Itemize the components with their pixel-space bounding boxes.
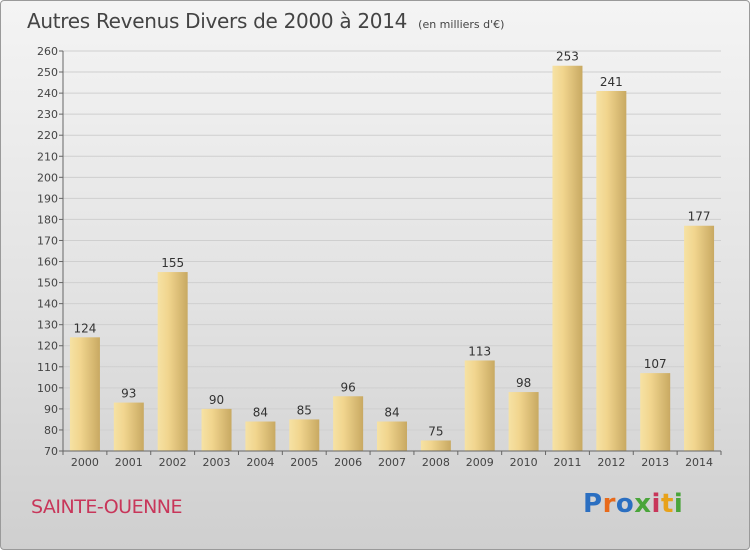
y-tick-label: 100 — [37, 382, 58, 395]
bar — [508, 392, 539, 451]
logo-letter: i — [673, 489, 684, 519]
y-tick-label: 70 — [44, 445, 58, 458]
x-tick-label: 2003 — [203, 456, 231, 469]
chart-title: Autres Revenus Divers de 2000 à 2014 — [27, 9, 408, 33]
bar-value-label: 84 — [384, 406, 399, 420]
logo-letter: o — [615, 489, 635, 519]
logo-letter: P — [583, 489, 603, 519]
bar-value-label: 241 — [600, 75, 623, 89]
bar-value-label: 124 — [73, 321, 96, 335]
y-tick-label: 220 — [37, 129, 58, 142]
y-tick-label: 180 — [37, 213, 58, 226]
bar — [420, 440, 451, 451]
bar-value-label: 253 — [556, 50, 579, 64]
x-tick-label: 2012 — [597, 456, 625, 469]
x-tick-label: 2009 — [466, 456, 494, 469]
bar — [245, 421, 276, 451]
y-tick-label: 240 — [37, 87, 58, 100]
bar-value-label: 90 — [209, 393, 224, 407]
logo-letter: r — [602, 489, 616, 519]
y-tick-label: 120 — [37, 340, 58, 353]
logo-letter: x — [634, 489, 652, 519]
x-axis: 2000 2001 2002 2003 2004 2005 2006 2007 2008 2009… — [62, 450, 722, 469]
y-axis: 70 80 90 100 110 120 130 140 150 160 170 180 190 200 2… — [37, 45, 64, 458]
logo-letter: t — [660, 489, 674, 519]
x-tick-label: 2006 — [334, 456, 362, 469]
bar-value-label: 177 — [688, 210, 711, 224]
y-tick-label: 110 — [37, 361, 58, 374]
chart-subtitle: (en milliers d'€) — [418, 18, 505, 31]
chart-header: Autres Revenus Divers de 2000 à 2014 (en… — [27, 9, 504, 33]
x-tick-label: 2005 — [290, 456, 318, 469]
y-tick-label: 150 — [37, 277, 58, 290]
y-tick-label: 210 — [37, 150, 58, 163]
proxiti-logo[interactable]: Proxiti — [583, 489, 683, 519]
y-tick-label: 130 — [37, 319, 58, 332]
logo-letter: i — [651, 489, 661, 519]
x-tick-label: 2007 — [378, 456, 406, 469]
y-tick-label: 90 — [44, 403, 58, 416]
commune-name: SAINTE-OUENNE — [31, 496, 183, 518]
bar — [377, 421, 407, 451]
bars: 124 93 155 90 84 85 96 84 75 113 98 253 241 107 177 — [69, 50, 715, 451]
bar — [201, 408, 232, 451]
y-tick-label: 190 — [37, 192, 58, 205]
y-tick-label: 260 — [37, 45, 58, 58]
x-tick-label: 2000 — [71, 456, 99, 469]
bar-value-label: 75 — [428, 424, 443, 438]
y-tick-label: 170 — [37, 234, 58, 247]
bar-value-label: 96 — [340, 380, 355, 394]
bar-value-label: 85 — [297, 403, 312, 417]
bar — [464, 360, 495, 451]
y-tick-label: 250 — [37, 66, 58, 79]
bar-value-label: 98 — [516, 376, 531, 390]
bar-value-label: 155 — [161, 256, 184, 270]
x-tick-label: 2010 — [510, 456, 538, 469]
x-tick-label: 2004 — [246, 456, 274, 469]
bar — [596, 91, 627, 451]
x-tick-label: 2001 — [115, 456, 143, 469]
x-tick-label: 2013 — [641, 456, 669, 469]
y-tick-label: 160 — [37, 256, 58, 269]
x-tick-label: 2014 — [685, 456, 713, 469]
x-tick-label: 2002 — [159, 456, 187, 469]
bar — [640, 373, 671, 451]
bar — [69, 337, 100, 451]
bar-value-label: 93 — [121, 387, 136, 401]
y-tick-label: 200 — [37, 171, 58, 184]
bar — [552, 65, 583, 451]
x-tick-label: 2008 — [422, 456, 450, 469]
y-tick-label: 140 — [37, 298, 58, 311]
bar-value-label: 113 — [468, 344, 491, 358]
y-tick-label: 80 — [44, 424, 58, 437]
bar — [289, 419, 320, 451]
x-tick-label: 2011 — [553, 456, 581, 469]
bar-value-label: 84 — [253, 406, 268, 420]
bar — [684, 225, 715, 451]
bar — [333, 396, 364, 451]
bar — [113, 402, 144, 451]
bar-value-label: 107 — [644, 357, 667, 371]
y-tick-label: 230 — [37, 108, 58, 121]
bar — [157, 272, 188, 451]
